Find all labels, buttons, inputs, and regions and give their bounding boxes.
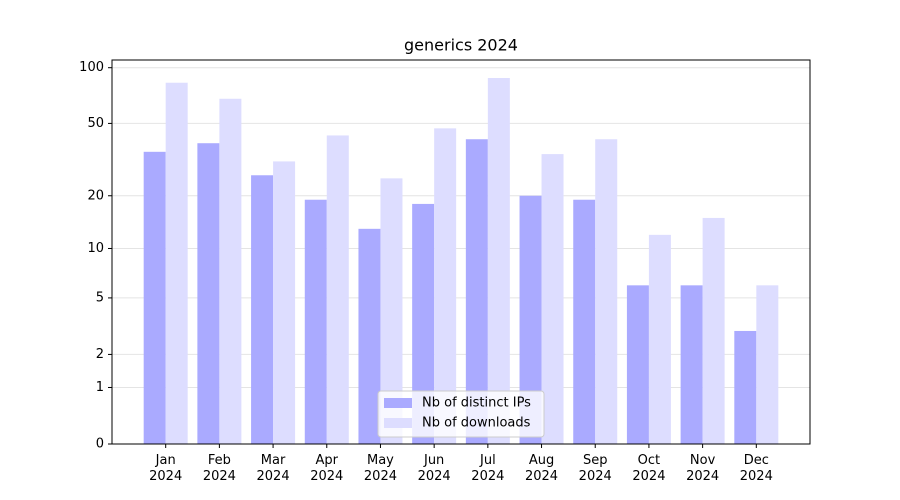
x-tick-label: Oct 2024 (632, 453, 666, 484)
bar (487, 78, 510, 444)
legend-box (377, 390, 545, 438)
y-tick-label: 2 (96, 347, 104, 362)
x-tick-label: Jul 2024 (471, 453, 505, 484)
bar (680, 285, 703, 444)
bar (273, 161, 296, 444)
x-tick-label: Aug 2024 (524, 453, 559, 484)
bar (165, 82, 188, 444)
x-tick-label: Dec 2024 (739, 453, 773, 484)
bar (304, 199, 327, 444)
bar (519, 195, 542, 444)
bar (412, 203, 435, 444)
bar (648, 234, 671, 444)
bar (626, 285, 649, 444)
bar (541, 154, 564, 444)
legend-label: Nb of downloads (422, 416, 531, 431)
bar (219, 98, 242, 444)
y-tick-label: 1 (96, 380, 104, 395)
y-tick-label: 0 (96, 437, 104, 452)
x-tick-label: Nov 2024 (686, 453, 720, 484)
chart-title: generics 2024 (404, 36, 518, 55)
y-tick-label: 50 (87, 116, 104, 131)
x-tick-label: Jun 2024 (417, 453, 451, 484)
y-tick-label: 100 (79, 60, 104, 75)
bar (756, 285, 779, 444)
legend-label: Nb of distinct IPs (422, 396, 531, 411)
x-tick-label: Apr 2024 (310, 453, 344, 484)
legend-swatch (384, 418, 412, 428)
legend: Nb of distinct IPs Nb of downloads (377, 390, 545, 438)
bar (380, 178, 403, 444)
bar (251, 175, 274, 445)
y-tick-label: 10 (87, 241, 104, 256)
y-tick-label: 20 (87, 188, 104, 203)
bar (702, 217, 725, 444)
bar (143, 151, 166, 445)
bar (573, 199, 596, 444)
bar (434, 128, 457, 444)
y-tick-label: 5 (96, 290, 104, 305)
x-tick-label: Sep 2024 (578, 453, 612, 484)
bar (326, 135, 349, 444)
bar (734, 330, 757, 444)
legend-swatch (384, 398, 412, 408)
bar (595, 139, 618, 444)
bar (465, 139, 488, 444)
x-tick-label: Mar 2024 (256, 453, 290, 484)
bar (197, 143, 220, 445)
x-tick-label: Jan 2024 (149, 453, 183, 484)
x-tick-label: May 2024 (363, 453, 397, 484)
x-tick-label: Feb 2024 (202, 453, 236, 484)
plot-frame (111, 59, 811, 445)
bar (358, 228, 381, 444)
